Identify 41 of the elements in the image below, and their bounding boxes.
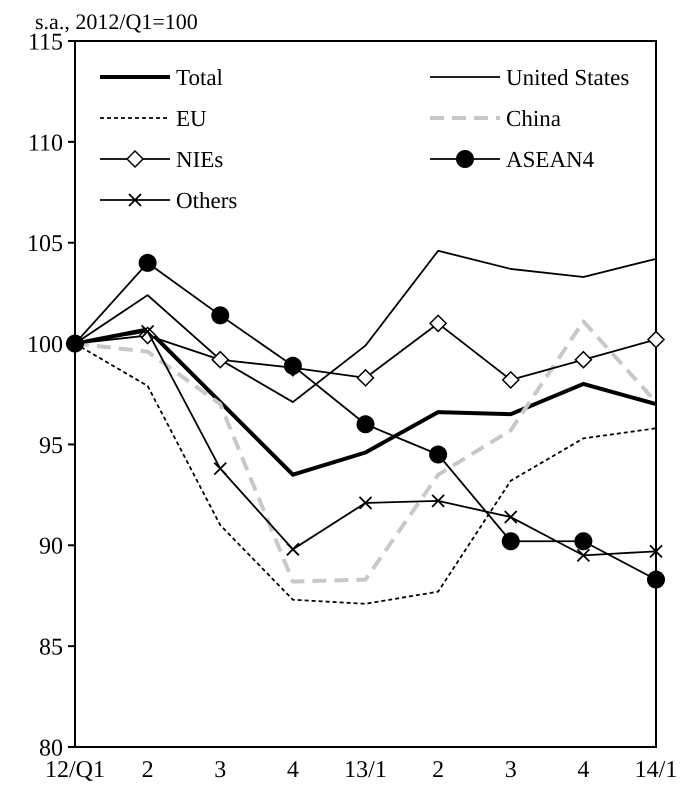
- y-tick-label: 90: [39, 534, 63, 560]
- y-tick-label: 85: [39, 634, 63, 661]
- point: [647, 570, 665, 589]
- legend-label: Total: [176, 65, 223, 90]
- legend-label: China: [506, 106, 561, 131]
- x-tick-label: 14/1: [634, 757, 678, 783]
- point: [504, 510, 518, 524]
- point: [429, 314, 447, 332]
- point: [211, 306, 230, 324]
- point: [213, 462, 228, 476]
- y-tick-label: 105: [27, 231, 63, 258]
- point: [576, 548, 590, 562]
- legend-label: United States: [506, 65, 630, 90]
- point: [356, 415, 374, 434]
- point: [649, 544, 663, 558]
- y-tick-label: 110: [28, 130, 63, 156]
- x-tick-label: 2: [432, 757, 444, 783]
- legend-label: ASEAN4: [506, 147, 595, 172]
- x-tick-label: 3: [214, 757, 226, 783]
- point: [574, 350, 592, 368]
- point: [502, 371, 520, 389]
- point: [358, 496, 372, 510]
- point: [356, 369, 374, 387]
- x-tick-label: 3: [504, 757, 517, 783]
- point: [212, 350, 229, 368]
- y-tick-label: 95: [39, 432, 63, 459]
- legend-label: Others: [176, 188, 238, 213]
- x-tick-label: 13/1: [344, 757, 387, 783]
- point: [431, 494, 446, 508]
- x-tick-label: 4: [577, 757, 590, 783]
- legend-label: NIEs: [176, 147, 224, 172]
- point: [574, 532, 592, 550]
- point: [502, 532, 520, 550]
- x-tick-label: 4: [286, 757, 299, 783]
- point: [138, 254, 157, 272]
- legend-label: EU: [176, 106, 208, 131]
- y-tick-label: 100: [27, 332, 63, 358]
- point: [286, 542, 300, 556]
- x-tick-label: 2: [142, 757, 154, 783]
- point: [429, 446, 448, 464]
- point: [647, 330, 665, 348]
